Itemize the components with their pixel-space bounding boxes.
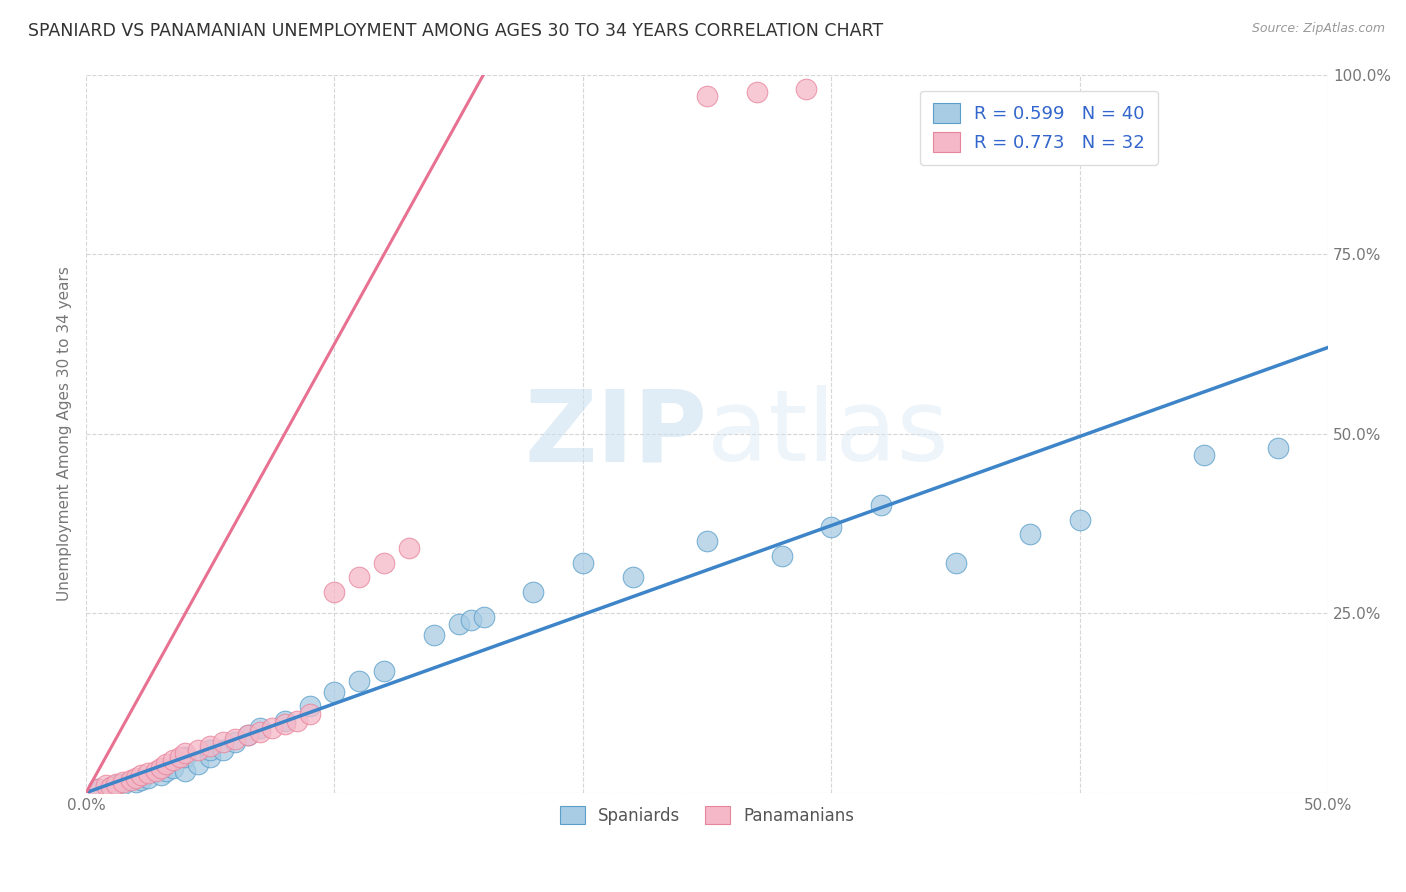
Text: ZIP: ZIP xyxy=(524,385,707,482)
Text: atlas: atlas xyxy=(707,385,949,482)
Point xyxy=(298,699,321,714)
Point xyxy=(236,728,259,742)
Point xyxy=(120,772,142,787)
Point xyxy=(820,520,842,534)
Point xyxy=(1069,513,1091,527)
Point xyxy=(136,772,159,786)
Point xyxy=(1192,448,1215,462)
Point xyxy=(162,753,184,767)
Point xyxy=(472,609,495,624)
Point xyxy=(87,782,110,797)
Point xyxy=(211,735,233,749)
Point xyxy=(169,749,191,764)
Point xyxy=(224,735,246,749)
Point xyxy=(285,714,308,728)
Point xyxy=(125,772,148,786)
Point xyxy=(572,556,595,570)
Point xyxy=(796,82,818,96)
Point xyxy=(211,742,233,756)
Point xyxy=(398,541,420,556)
Point xyxy=(373,556,395,570)
Point xyxy=(349,674,371,689)
Point xyxy=(174,746,197,760)
Point xyxy=(104,779,127,793)
Point xyxy=(125,775,148,789)
Point xyxy=(162,760,184,774)
Point xyxy=(100,780,122,794)
Point xyxy=(696,534,718,549)
Point xyxy=(262,721,284,735)
Point xyxy=(745,86,768,100)
Point xyxy=(112,775,135,789)
Point xyxy=(155,756,177,771)
Point xyxy=(770,549,793,563)
Point xyxy=(129,772,152,787)
Point xyxy=(87,782,110,797)
Point xyxy=(174,764,197,778)
Point xyxy=(249,721,271,735)
Point xyxy=(236,728,259,742)
Point xyxy=(1019,527,1042,541)
Point xyxy=(112,777,135,791)
Point xyxy=(187,742,209,756)
Text: SPANIARD VS PANAMANIAN UNEMPLOYMENT AMONG AGES 30 TO 34 YEARS CORRELATION CHART: SPANIARD VS PANAMANIAN UNEMPLOYMENT AMON… xyxy=(28,22,883,40)
Point xyxy=(224,731,246,746)
Point xyxy=(94,779,117,793)
Point xyxy=(104,777,127,791)
Point xyxy=(870,499,893,513)
Point xyxy=(373,664,395,678)
Point xyxy=(423,628,446,642)
Point xyxy=(460,613,482,627)
Point xyxy=(945,556,967,570)
Point xyxy=(136,765,159,780)
Y-axis label: Unemployment Among Ages 30 to 34 years: Unemployment Among Ages 30 to 34 years xyxy=(58,266,72,601)
Point xyxy=(100,780,122,794)
Point xyxy=(174,749,197,764)
Point xyxy=(522,584,544,599)
Point xyxy=(1267,441,1289,455)
Point xyxy=(323,584,346,599)
Point xyxy=(696,89,718,103)
Point xyxy=(200,749,222,764)
Point xyxy=(145,764,167,778)
Point xyxy=(149,767,172,781)
Point xyxy=(249,724,271,739)
Text: Source: ZipAtlas.com: Source: ZipAtlas.com xyxy=(1251,22,1385,36)
Legend: Spaniards, Panamanians: Spaniards, Panamanians xyxy=(550,796,865,835)
Point xyxy=(298,706,321,721)
Point xyxy=(621,570,644,584)
Point xyxy=(200,739,222,753)
Point xyxy=(187,756,209,771)
Point xyxy=(155,764,177,778)
Point xyxy=(129,767,152,781)
Point xyxy=(200,742,222,756)
Point xyxy=(323,685,346,699)
Point xyxy=(349,570,371,584)
Point xyxy=(274,717,297,731)
Point xyxy=(447,616,470,631)
Point xyxy=(149,760,172,774)
Point xyxy=(274,714,297,728)
